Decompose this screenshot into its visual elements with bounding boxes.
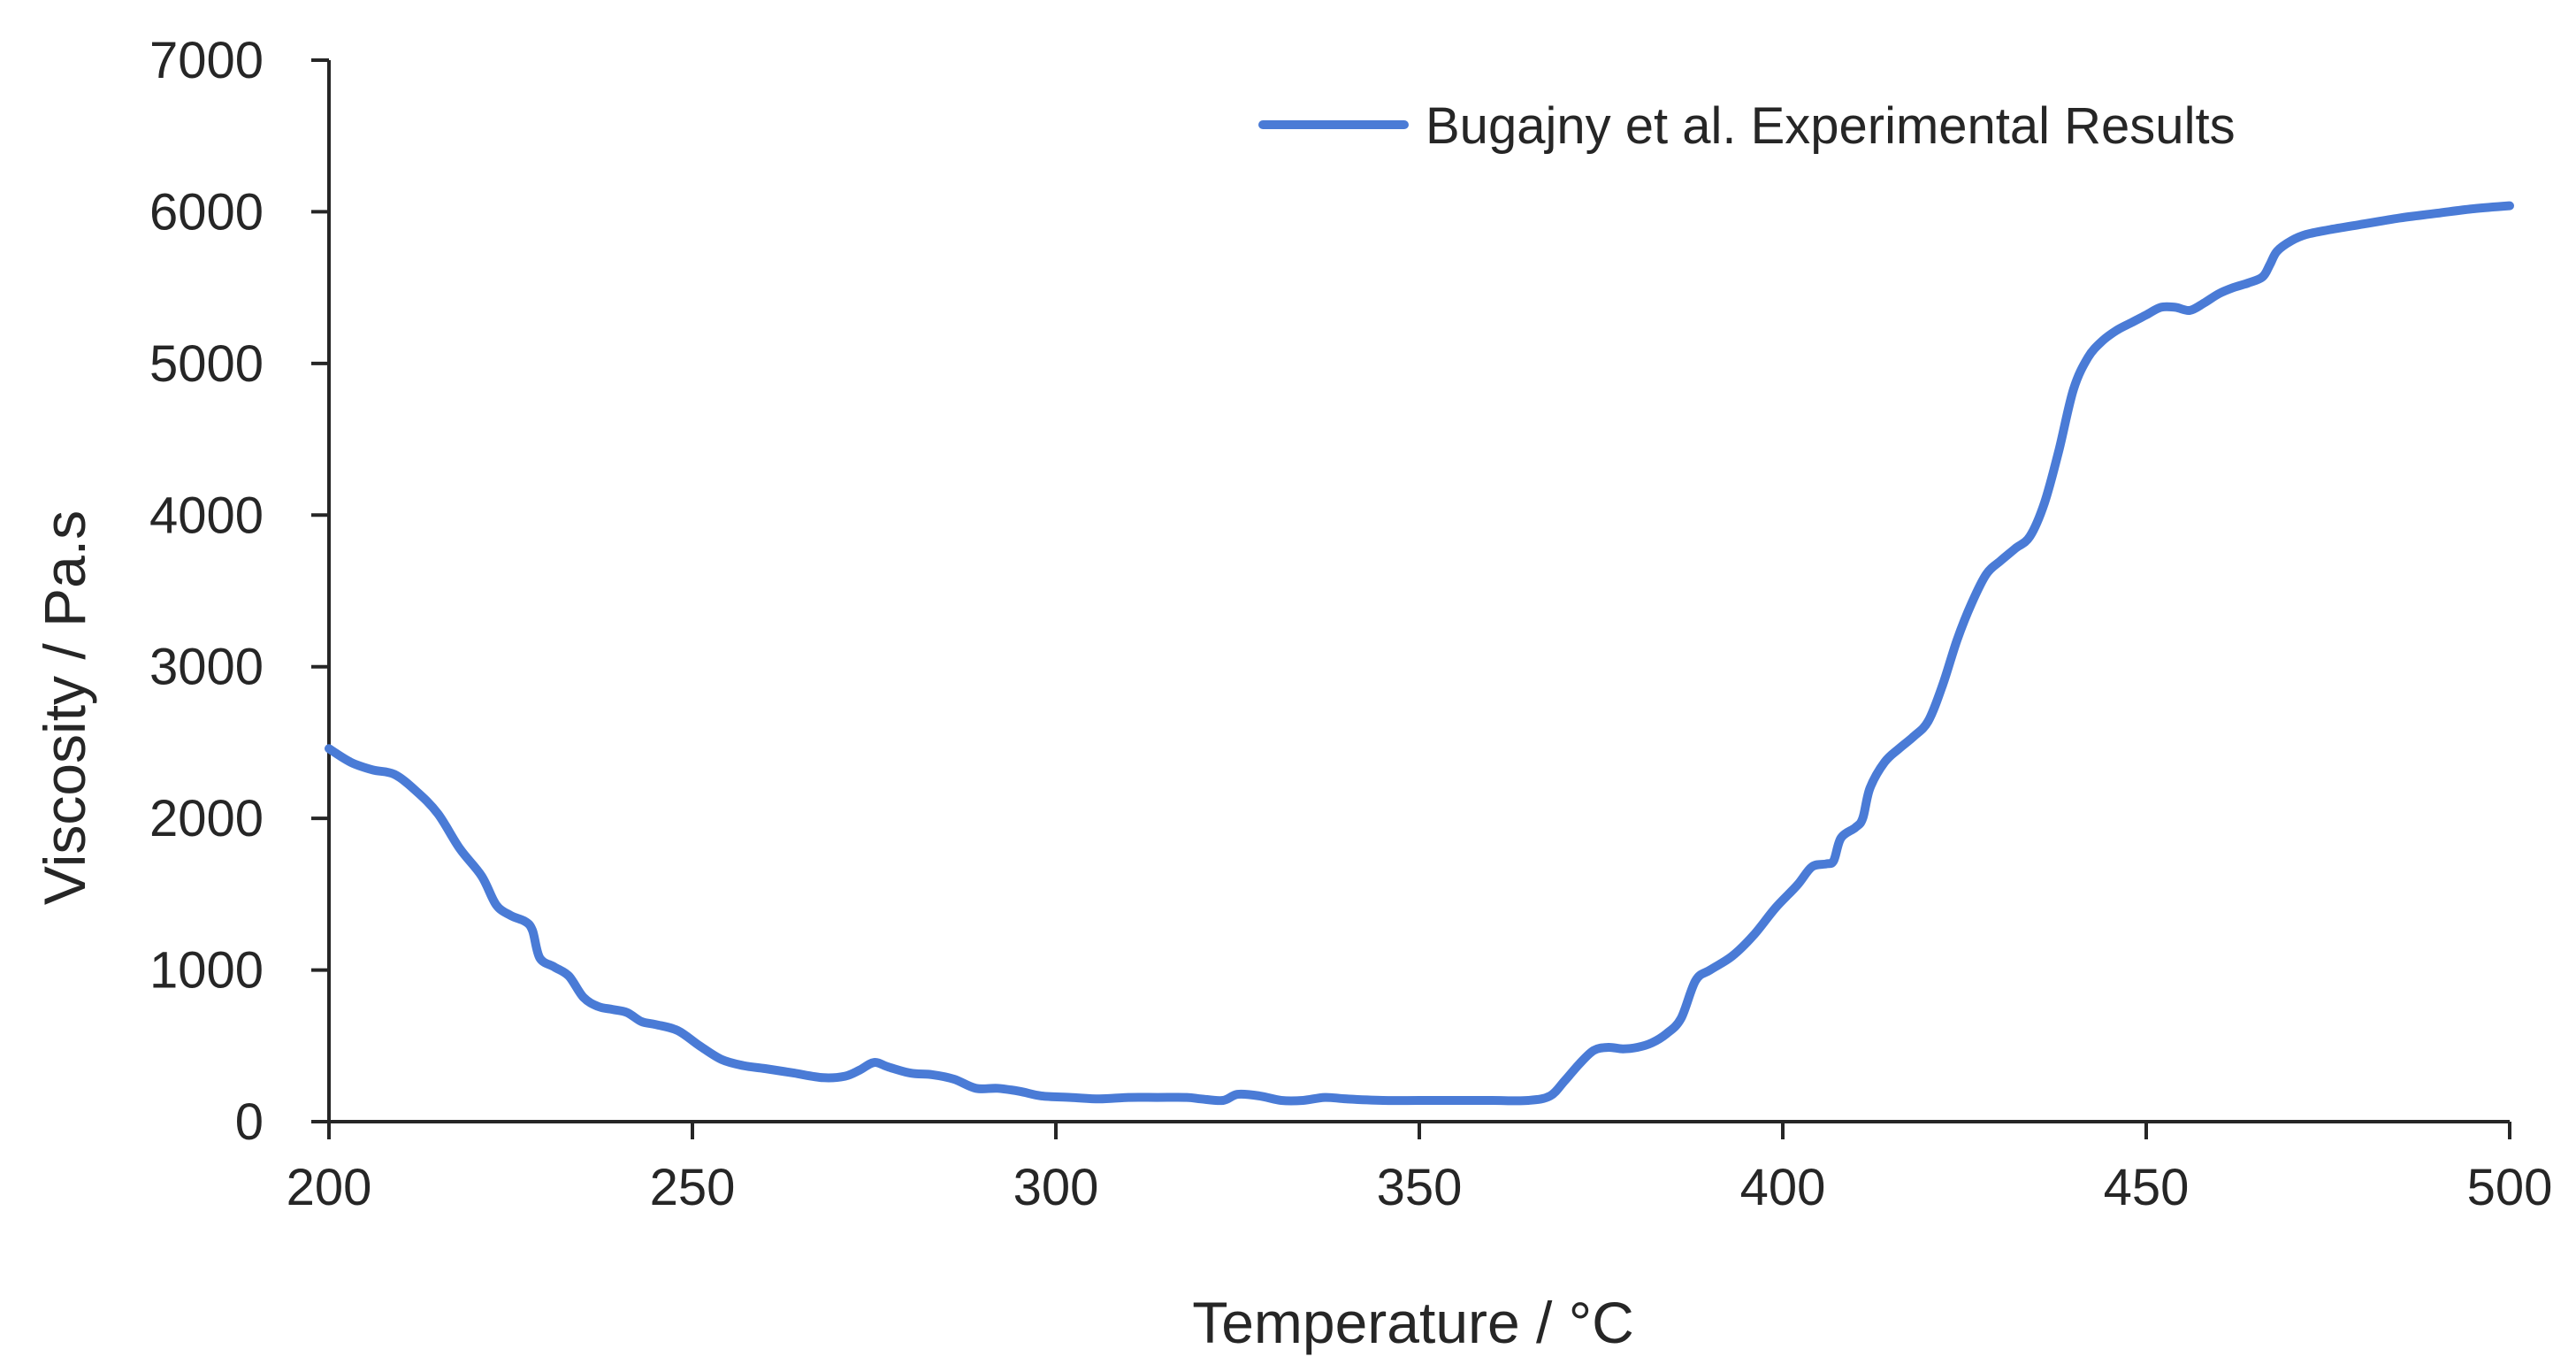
legend-label: Bugajny et al. Experimental Results xyxy=(1426,97,2236,155)
y-tick-label: 3000 xyxy=(149,639,264,696)
series-line xyxy=(325,201,2514,1106)
x-tick-label: 250 xyxy=(650,1159,736,1216)
y-axis-title: Viscosity / Pa.s xyxy=(32,510,97,905)
y-tick-label: 1000 xyxy=(149,942,264,1000)
x-tick-label: 450 xyxy=(2104,1159,2190,1216)
y-tick-label: 5000 xyxy=(149,335,264,393)
x-axis-ticks: 200 250 300 350 400 450 500 xyxy=(287,1122,2553,1216)
y-tick-label: 0 xyxy=(235,1093,264,1151)
x-tick-label: 500 xyxy=(2467,1159,2553,1216)
y-tick-label: 2000 xyxy=(149,790,264,847)
axes xyxy=(327,60,2510,1123)
y-tick-label: 7000 xyxy=(149,32,264,89)
y-axis-ticks: 0 1000 2000 3000 4000 5000 6000 7000 xyxy=(149,32,329,1151)
x-tick-label: 300 xyxy=(1013,1159,1099,1216)
legend: Bugajny et al. Experimental Results xyxy=(1258,97,2236,155)
x-tick-label: 350 xyxy=(1377,1159,1463,1216)
x-tick-label: 200 xyxy=(287,1159,372,1216)
y-tick-label: 6000 xyxy=(149,183,264,241)
series-layer xyxy=(325,201,2514,1106)
x-axis-title: Temperature / °C xyxy=(1192,1290,1634,1355)
x-tick-label: 400 xyxy=(1740,1159,1826,1216)
y-tick-label: 4000 xyxy=(149,487,264,544)
